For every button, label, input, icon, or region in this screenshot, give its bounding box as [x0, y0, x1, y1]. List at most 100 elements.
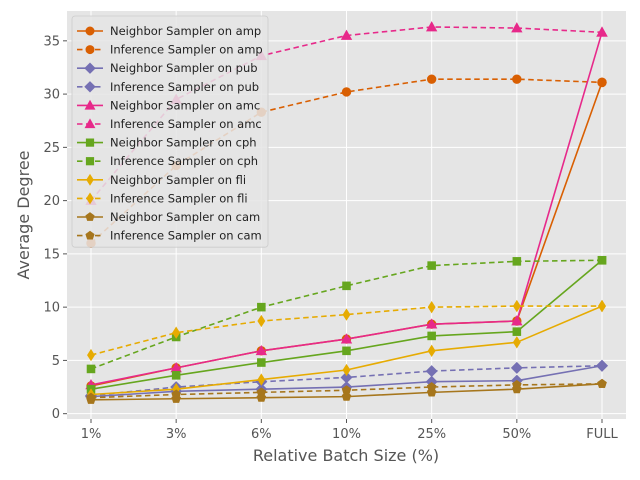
legend-label: Inference Sampler on pub	[110, 80, 259, 94]
data-point	[425, 365, 438, 378]
data-point	[340, 333, 353, 344]
data-point	[256, 387, 267, 397]
x-axis-ticks: 1% 3% 6% 10% 25% 50% FULL	[81, 419, 618, 442]
data-point	[340, 371, 353, 384]
x-tick-label: 10%	[332, 427, 361, 442]
legend-item: Neighbor Sampler on pub	[77, 61, 258, 75]
data-point	[172, 326, 181, 339]
data-point	[425, 318, 438, 329]
legend-item: Inference Sampler on amc	[77, 117, 262, 131]
x-tick-label: 50%	[502, 427, 531, 442]
data-point	[342, 346, 351, 356]
legend-label: Inference Sampler on fli	[110, 191, 248, 205]
y-tick-label: 15	[43, 247, 60, 262]
legend-label: Neighbor Sampler on cph	[110, 136, 257, 150]
legend-item: Inference Sampler on cam	[77, 229, 262, 243]
data-point	[340, 29, 353, 40]
series-12	[86, 378, 607, 402]
data-point	[342, 281, 351, 291]
data-point	[171, 371, 181, 380]
legend-item: Inference Sampler on pub	[77, 80, 259, 94]
legend-label: Inference Sampler on cam	[110, 229, 262, 243]
series-10	[87, 299, 606, 362]
data-point	[257, 314, 266, 328]
legend-marker	[85, 45, 95, 55]
legend-box	[71, 15, 269, 248]
legend-item: Inference Sampler on cph	[77, 154, 258, 168]
legend-label: Inference Sampler on cph	[110, 154, 258, 168]
legend-label: Neighbor Sampler on pub	[110, 61, 258, 75]
data-point	[598, 299, 606, 313]
data-point	[257, 302, 266, 312]
y-tick-label: 30	[43, 88, 60, 103]
data-point	[512, 74, 522, 84]
data-point	[512, 379, 522, 389]
legend-item: Neighbor Sampler on amc	[77, 98, 260, 112]
data-point	[341, 87, 352, 97]
data-point	[87, 348, 95, 362]
legend-marker	[86, 192, 94, 205]
data-point	[427, 300, 436, 314]
legend-label: Inference Sampler on amp	[110, 43, 263, 57]
series-layer	[85, 21, 608, 404]
legend-marker	[84, 118, 96, 129]
data-point	[597, 255, 607, 265]
legend-item: Neighbor Sampler on cph	[77, 136, 257, 150]
legend-marker	[85, 157, 95, 166]
data-point	[86, 364, 96, 374]
data-point	[257, 373, 266, 386]
x-tick-label: 3%	[166, 427, 187, 442]
legend-marker	[85, 212, 95, 221]
data-point	[596, 359, 608, 372]
data-point	[427, 331, 436, 341]
legend-label: Neighbor Sampler on amc	[110, 98, 260, 112]
data-point	[597, 77, 607, 88]
data-point	[511, 315, 523, 326]
legend-item: Neighbor Sampler on amp	[77, 24, 261, 38]
y-tick-label: 20	[43, 194, 60, 209]
legend-marker	[86, 173, 94, 186]
data-point	[512, 299, 521, 313]
legend-label: Neighbor Sampler on amp	[110, 24, 261, 38]
y-tick-label: 35	[43, 34, 60, 49]
data-point	[512, 257, 522, 266]
data-point	[171, 389, 181, 399]
legend-marker	[84, 99, 96, 110]
data-point	[255, 344, 268, 356]
legend: Neighbor Sampler on amp Inference Sampler…	[71, 15, 269, 248]
legend-marker	[84, 81, 96, 93]
data-point	[86, 392, 96, 402]
x-tick-label: 6%	[251, 427, 272, 442]
data-point	[510, 361, 523, 374]
legend-marker	[85, 138, 95, 147]
data-point	[426, 382, 437, 392]
x-tick-label: FULL	[586, 427, 618, 442]
legend-marker	[84, 62, 96, 74]
x-tick-label: 25%	[417, 427, 446, 442]
legend-item: Inference Sampler on fli	[77, 191, 248, 205]
y-tick-label: 5	[52, 354, 60, 369]
legend-item: Inference Sampler on amp	[77, 43, 263, 57]
data-point	[512, 336, 521, 349]
y-axis-label: Average Degree	[14, 150, 33, 279]
y-tick-label: 10	[43, 301, 60, 316]
data-point	[427, 261, 436, 270]
y-tick-label: 0	[52, 407, 60, 422]
legend-item: Neighbor Sampler on fli	[77, 173, 246, 187]
data-point	[596, 26, 608, 37]
data-point	[342, 308, 351, 321]
x-tick-label: 1%	[81, 427, 102, 442]
data-point	[342, 363, 351, 377]
legend-marker	[85, 26, 95, 36]
data-point	[426, 74, 437, 84]
legend-label: Neighbor Sampler on fli	[110, 173, 246, 187]
data-point	[425, 21, 438, 32]
data-point	[257, 358, 266, 367]
data-point	[341, 385, 352, 395]
data-point	[511, 22, 523, 33]
legend-item: Neighbor Sampler on cam	[77, 210, 260, 224]
y-axis-ticks: 0 5 10 15 20 25 30 35	[43, 34, 67, 422]
legend-marker	[85, 230, 95, 240]
legend-label: Neighbor Sampler on cam	[110, 210, 260, 224]
